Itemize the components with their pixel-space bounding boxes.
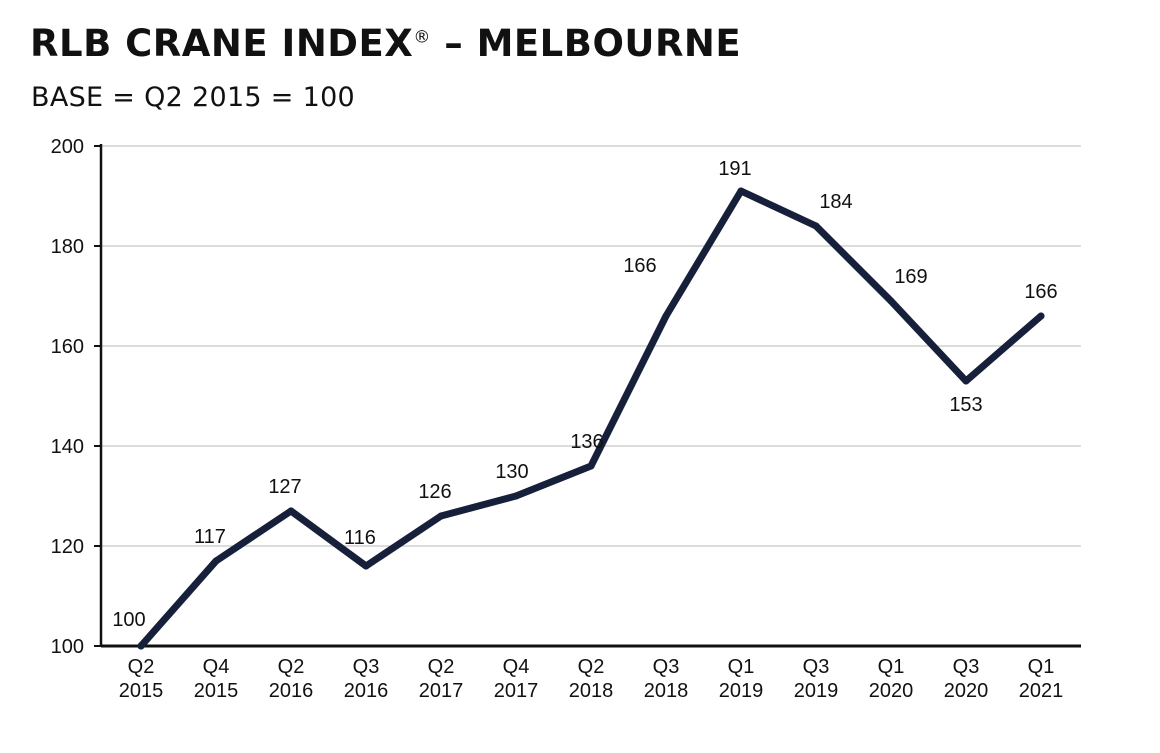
x-tick-label-year: 2018 xyxy=(644,680,689,702)
y-tick-label: 180 xyxy=(51,236,84,258)
x-tick-label-quarter: Q2 xyxy=(578,656,605,678)
y-tick-label: 200 xyxy=(51,136,84,158)
x-tick-label-quarter: Q2 xyxy=(128,656,155,678)
x-tick-label-year: 2016 xyxy=(344,680,389,702)
data-point xyxy=(287,507,295,515)
series-layer xyxy=(137,187,1045,650)
x-tick-label-year: 2017 xyxy=(419,680,464,702)
data-point xyxy=(1037,312,1045,320)
x-tick-label-quarter: Q1 xyxy=(878,656,905,678)
y-tick-label: 100 xyxy=(51,636,84,658)
data-point xyxy=(362,562,370,570)
x-tick-label-year: 2015 xyxy=(194,680,239,702)
data-label: 100 xyxy=(112,609,145,631)
data-label: 166 xyxy=(623,255,656,277)
data-point xyxy=(887,297,895,305)
x-tick-label-quarter: Q3 xyxy=(653,656,680,678)
data-label: 191 xyxy=(718,158,751,180)
data-point xyxy=(212,557,220,565)
data-point xyxy=(587,462,595,470)
x-tick-label-quarter: Q3 xyxy=(353,656,380,678)
data-point xyxy=(812,222,820,230)
x-tick-label-year: 2018 xyxy=(569,680,614,702)
data-label: 136 xyxy=(570,431,603,453)
chart-title-suffix: – MELBOURNE xyxy=(430,22,742,65)
data-label: 126 xyxy=(418,481,451,503)
data-point xyxy=(737,187,745,195)
registered-mark: ® xyxy=(413,27,431,48)
x-tick-label-year: 2020 xyxy=(869,680,914,702)
data-point xyxy=(137,642,145,650)
data-label: 130 xyxy=(495,461,528,483)
x-tick-label-quarter: Q2 xyxy=(278,656,305,678)
y-tick-label: 140 xyxy=(51,436,84,458)
axes: 100120140160180200Q22015Q42015Q22016Q320… xyxy=(51,136,1081,702)
data-labels: 100 117 127 116 126 130 136 166 191 184 169 153 166 xyxy=(112,158,1057,631)
x-tick-label-year: 2015 xyxy=(119,680,164,702)
data-label: 184 xyxy=(819,191,852,213)
y-tick-label: 120 xyxy=(51,536,84,558)
data-label: 153 xyxy=(949,394,982,416)
series-line xyxy=(137,187,1045,650)
x-tick-label-year: 2017 xyxy=(494,680,539,702)
x-tick-label-year: 2019 xyxy=(794,680,839,702)
data-point xyxy=(962,377,970,385)
gridlines xyxy=(101,145,1081,547)
x-tick-label-quarter: Q4 xyxy=(503,656,530,678)
x-tick-label-year: 2020 xyxy=(944,680,989,702)
data-label: 117 xyxy=(194,526,226,548)
y-tick-label: 160 xyxy=(51,336,84,358)
x-tick-label-quarter: Q1 xyxy=(1028,656,1055,678)
x-tick-label-quarter: Q4 xyxy=(203,656,230,678)
x-tick-label-quarter: Q1 xyxy=(728,656,755,678)
data-label: 169 xyxy=(894,266,927,288)
chart-title: RLB CRANE INDEX® – MELBOURNE xyxy=(30,22,741,65)
x-tick-label-year: 2016 xyxy=(269,680,314,702)
x-tick-label-year: 2021 xyxy=(1019,680,1064,702)
chart-title-text: RLB CRANE INDEX xyxy=(30,22,414,65)
chart-subtitle: BASE = Q2 2015 = 100 xyxy=(31,82,356,113)
x-tick-label-year: 2019 xyxy=(719,680,764,702)
data-point xyxy=(662,312,670,320)
x-tick-label-quarter: Q2 xyxy=(428,656,455,678)
x-tick-label-quarter: Q3 xyxy=(953,656,980,678)
data-label: 127 xyxy=(268,476,301,498)
data-point xyxy=(512,492,520,500)
x-tick-label-quarter: Q3 xyxy=(803,656,830,678)
data-point xyxy=(437,512,445,520)
data-label: 116 xyxy=(344,527,376,549)
data-label: 166 xyxy=(1024,281,1057,303)
